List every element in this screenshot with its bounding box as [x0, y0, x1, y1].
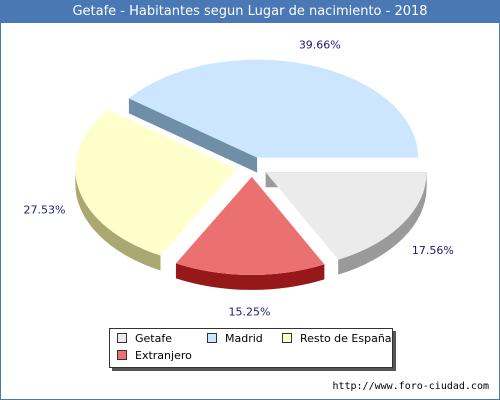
- legend-swatch-extranjero: [117, 350, 127, 360]
- pie-slice-extranjero: [175, 176, 325, 275]
- pie-label-resto-de-espana: 27.53%: [24, 204, 66, 217]
- pie-label-madrid: 39.66%: [299, 38, 341, 51]
- chart-title: Getafe - Habitantes segun Lugar de nacim…: [1, 1, 499, 23]
- pie-slice-resto-de-espana: [75, 109, 237, 256]
- legend-label-madrid: Madrid: [225, 332, 263, 345]
- legend-swatch-getafe: [117, 333, 127, 343]
- legend-swatch-resto-de-espana: [282, 333, 292, 343]
- pie-side-extranjero: [175, 263, 325, 290]
- pie-side-resto-de-espana: [75, 169, 161, 271]
- legend: Getafe Madrid Resto de España Extranjero: [109, 328, 393, 368]
- legend-label-extranjero: Extranjero: [135, 349, 192, 362]
- pie-edge-madrid: [128, 98, 258, 173]
- source-url[interactable]: http://www.foro-ciudad.com: [332, 381, 489, 392]
- legend-item-madrid: Madrid: [207, 332, 263, 346]
- pie-label-getafe: 17.56%: [412, 244, 454, 257]
- legend-swatch-madrid: [207, 333, 217, 343]
- legend-item-extranjero: Extranjero: [117, 349, 192, 363]
- pie-side-getafe: [338, 172, 427, 275]
- pie-label-extranjero: 15.25%: [229, 305, 271, 318]
- legend-label-getafe: Getafe: [135, 332, 172, 345]
- legend-item-resto-de-espana: Resto de España: [282, 332, 392, 346]
- legend-label-resto-de-espana: Resto de España: [300, 332, 392, 345]
- legend-item-getafe: Getafe: [117, 332, 172, 346]
- pie-slice-madrid: [128, 59, 419, 158]
- pie-chart: 17.56% 15.25% 27.53% 39.66%: [24, 38, 454, 318]
- pie-slice-getafe: [265, 172, 427, 260]
